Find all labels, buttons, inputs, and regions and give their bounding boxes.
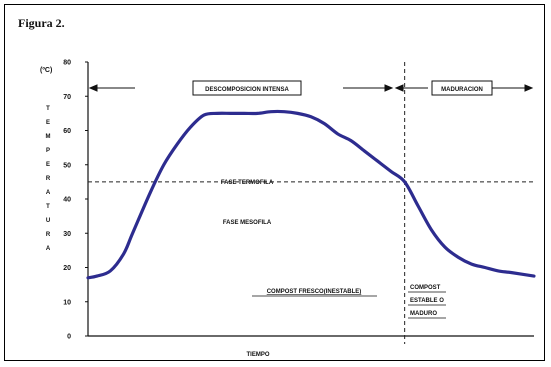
y-tick-label: 60	[63, 128, 71, 135]
y-tick-label: 0	[67, 334, 71, 341]
compost-mature-line2: ESTABLE O	[410, 298, 444, 304]
y-label-letter: T	[46, 106, 50, 112]
y-tick-label: 30	[63, 231, 71, 238]
y-label-letter: A	[46, 190, 51, 196]
y-label-letter: E	[46, 120, 50, 126]
phase1-box	[192, 80, 302, 96]
phase2-box	[431, 80, 493, 96]
figure-label: Figura 2.	[18, 16, 65, 30]
y-unit: (ºC)	[40, 67, 52, 74]
y-label-letter: E	[46, 162, 50, 168]
y-tick-label: 80	[63, 60, 71, 67]
phase2-label: MADURACION	[441, 87, 483, 93]
compost-fresh-label: COMPOST FRESCO(INESTABLE)	[267, 289, 362, 295]
thermo-label: FASE TERMOFILA	[221, 180, 274, 186]
compost-mature-line3: MADURO	[410, 311, 437, 317]
y-label-letter: M	[46, 134, 51, 140]
y-tick-label: 40	[63, 197, 71, 204]
y-label-letter: A	[46, 246, 51, 252]
y-tick-label: 70	[63, 94, 71, 101]
y-ticks: 0 10 20 30 40 50 60 70 80	[63, 60, 88, 341]
compost-mature-line1: COMPOST	[410, 285, 441, 291]
x-axis-label: TIEMPO	[246, 352, 269, 358]
temperature-curve	[86, 109, 536, 280]
y-tick-label: 10	[63, 299, 71, 306]
y-tick-label: 50	[63, 162, 71, 169]
y-label-letter: U	[46, 218, 50, 224]
y-axis-label: T E M P E R A T U R A	[46, 106, 51, 252]
meso-label: FASE MESOFILA	[223, 220, 272, 226]
phase1-label: DESCOMPOSICION INTENSA	[205, 87, 289, 93]
y-label-letter: R	[46, 176, 51, 182]
y-label-letter: P	[46, 148, 50, 154]
y-tick-label: 20	[63, 265, 71, 272]
y-label-letter: R	[46, 232, 51, 238]
phase-arrows	[88, 84, 534, 92]
figure-frame	[4, 4, 545, 361]
y-label-letter: T	[46, 204, 50, 210]
